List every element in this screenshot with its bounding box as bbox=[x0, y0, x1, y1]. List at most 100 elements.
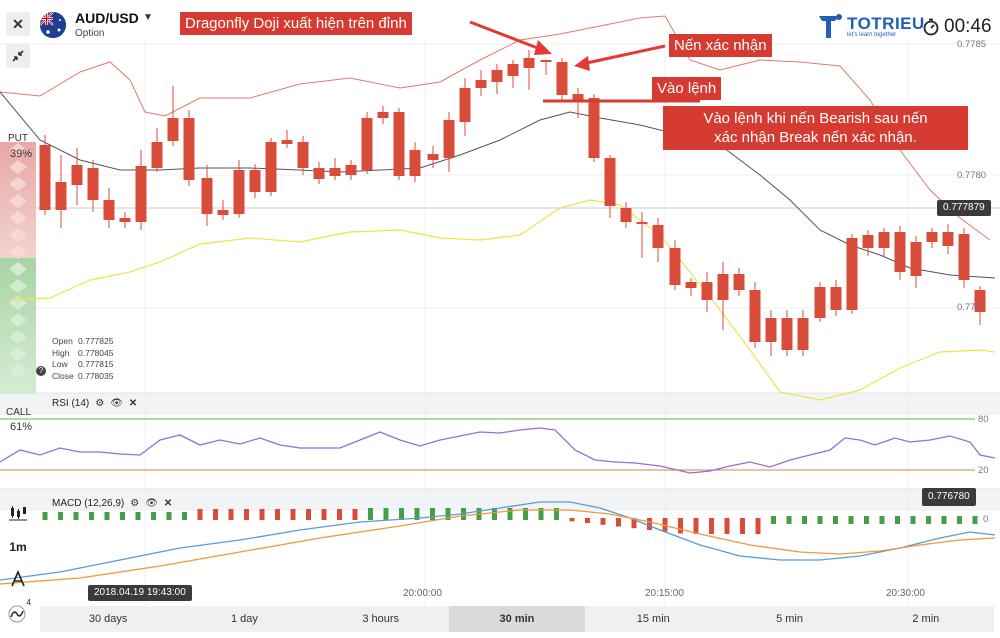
help-icon[interactable]: ? bbox=[36, 366, 46, 376]
candle-body bbox=[733, 274, 745, 290]
candle-body bbox=[427, 154, 439, 160]
australia-flag-icon[interactable] bbox=[40, 12, 66, 38]
put-call-strip bbox=[0, 142, 36, 394]
put-call-marker bbox=[9, 177, 27, 191]
put-call-marker bbox=[9, 245, 27, 259]
timeframe-30-days[interactable]: 30 days bbox=[88, 613, 128, 625]
macd-line bbox=[0, 501, 996, 581]
macd-bar bbox=[585, 518, 590, 524]
macd-bar bbox=[941, 516, 947, 524]
annotation-dragonfly-doji: Dragonfly Doji xuất hiện trên đỉnh bbox=[180, 12, 412, 35]
candle-body bbox=[491, 70, 503, 82]
candle-body bbox=[604, 158, 616, 206]
macd-bar bbox=[445, 508, 451, 520]
put-call-marker bbox=[9, 313, 27, 327]
macd-bar bbox=[817, 516, 823, 524]
drawing-tools-icon[interactable]: 4 bbox=[4, 598, 32, 626]
macd-bar bbox=[848, 516, 854, 524]
timeframe-bar: 30 days 1 day 3 hours 30 min 15 min 5 mi… bbox=[40, 606, 994, 632]
asset-name[interactable]: AUD/USD bbox=[75, 10, 139, 26]
drawings-count: 4 bbox=[26, 598, 31, 607]
macd-histogram bbox=[42, 508, 978, 534]
cursor-time-tag: 2018.04.19 19:43:00 bbox=[88, 585, 192, 601]
macd-bar bbox=[151, 512, 156, 520]
current-price-tag: 0.777879 bbox=[937, 200, 991, 216]
chevron-down-icon[interactable]: ▼ bbox=[143, 12, 153, 23]
candle-body bbox=[281, 140, 293, 144]
candle-body bbox=[749, 290, 761, 342]
collapse-icon[interactable] bbox=[6, 44, 30, 68]
macd-bar bbox=[290, 509, 296, 520]
candle-body bbox=[217, 210, 229, 215]
candle-body bbox=[926, 232, 938, 242]
candle-body bbox=[135, 166, 147, 222]
macd-bar bbox=[755, 518, 761, 534]
chart-type-icon[interactable] bbox=[4, 500, 32, 526]
stopwatch-icon bbox=[923, 18, 939, 36]
macd-bar bbox=[58, 512, 63, 520]
candle-body bbox=[361, 118, 373, 170]
rsi-indicator-header: RSI (14) ⚙ 👁 ✕ bbox=[52, 398, 137, 409]
macd-bar bbox=[507, 508, 513, 520]
candle-body bbox=[620, 208, 632, 222]
timeframe-5-min[interactable]: 5 min bbox=[776, 613, 803, 625]
macd-zero-label: 0 bbox=[983, 514, 989, 525]
macd-bar bbox=[73, 512, 79, 520]
macd-bar bbox=[352, 509, 358, 520]
candle-body bbox=[814, 287, 826, 318]
timeframe-15-min[interactable]: 15 min bbox=[636, 613, 670, 625]
put-call-marker bbox=[9, 143, 27, 157]
candle-body bbox=[507, 64, 519, 76]
macd-title: MACD (12,26,9) bbox=[52, 498, 125, 509]
price-label-top: 0.7785 bbox=[957, 39, 987, 50]
candle-body bbox=[393, 112, 405, 176]
macd-bar bbox=[833, 516, 838, 524]
gear-icon[interactable]: ⚙ bbox=[130, 498, 140, 509]
candle-body bbox=[39, 145, 51, 210]
put-call-marker bbox=[9, 279, 27, 293]
timeframe-1-day[interactable]: 1 day bbox=[230, 613, 258, 625]
gear-icon[interactable]: ⚙ bbox=[95, 398, 105, 409]
macd-bar bbox=[42, 512, 48, 520]
close-icon[interactable]: ✕ bbox=[128, 398, 138, 409]
close-icon[interactable]: ✕ bbox=[163, 498, 173, 509]
macd-bar bbox=[771, 516, 776, 524]
put-call-marker bbox=[9, 330, 27, 344]
macd-bar bbox=[182, 512, 187, 520]
macd-bar bbox=[910, 516, 916, 524]
put-call-marker bbox=[9, 228, 27, 242]
candle-body bbox=[103, 200, 115, 220]
eye-icon[interactable]: 👁 bbox=[145, 498, 158, 509]
time-label: 20:00:00 bbox=[403, 588, 442, 599]
candle-body bbox=[652, 225, 664, 248]
put-call-marker bbox=[9, 262, 27, 276]
macd-bar bbox=[693, 518, 699, 534]
candle-body bbox=[958, 234, 970, 280]
close-icon[interactable]: ✕ bbox=[6, 12, 30, 36]
timeframe-2-min[interactable]: 2 min bbox=[912, 613, 940, 625]
macd-bar bbox=[306, 509, 311, 520]
annotation-arrows bbox=[469, 20, 700, 103]
bollinger-lower-line bbox=[9, 199, 996, 401]
put-label: PUT bbox=[8, 133, 28, 144]
call-percentage: 61% bbox=[10, 421, 33, 433]
macd-bar bbox=[647, 518, 652, 530]
timeframe-button[interactable]: 1m bbox=[9, 540, 27, 554]
candle-body bbox=[846, 238, 858, 310]
candle-body bbox=[87, 168, 99, 200]
candle-body bbox=[265, 142, 277, 192]
price-label-mid: 0.7780 bbox=[957, 170, 987, 181]
ohlc-readout: Open 0.777825 High 0.778045 Low 0.777815 Cl… bbox=[52, 336, 114, 381]
indicators-icon[interactable] bbox=[4, 566, 32, 592]
macd-bar bbox=[523, 508, 528, 520]
timeframe-30-min[interactable]: 30 min bbox=[448, 606, 586, 632]
candle-body bbox=[313, 168, 325, 179]
timeframe-3-hours[interactable]: 3 hours bbox=[362, 613, 400, 625]
eye-icon[interactable]: 👁 bbox=[110, 398, 123, 409]
time-label: 20:15:00 bbox=[645, 588, 684, 599]
candle-body bbox=[830, 287, 842, 310]
macd-bar bbox=[120, 512, 125, 520]
candle-body bbox=[249, 170, 261, 192]
rsi-level-20: 20 bbox=[978, 465, 989, 476]
